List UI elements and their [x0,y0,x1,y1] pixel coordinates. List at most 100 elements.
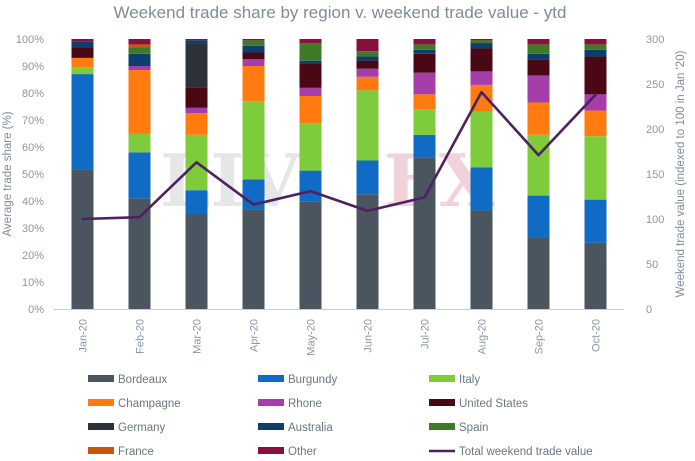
bar-segment-spain-may-20 [299,43,322,61]
bar-segment-burgundy-feb-20 [128,152,151,199]
bar-segment-champagne-aug-20 [470,84,493,112]
legend-swatch-italy [429,375,455,382]
bar-segment-italy-may-20 [299,123,322,171]
bar-segment-other-aug-20 [470,39,493,41]
bar-segment-rhone-apr-20 [242,59,265,66]
bar-segment-other-may-20 [299,39,322,44]
bar-segment-burgundy-mar-20 [185,190,208,215]
bar-segment-germany-mar-20 [185,43,208,88]
bar-segment-bordeaux-oct-20 [584,242,607,309]
right-axis-labels: 0 50 100 150 200 250 300 [646,34,664,316]
bar-segment-champagne-apr-20 [242,66,265,102]
y-tick-label: 30% [22,223,44,235]
bar-segment-bordeaux-apr-20 [242,209,265,309]
bar-segment-united-states-may-20 [299,63,322,88]
bar-segment-australia-sep-20 [527,53,550,60]
y2-axis-title: Weekend trade value (indexed to 100 in J… [675,50,687,297]
legend-swatch-france [88,447,114,454]
bar-segment-australia-feb-20 [128,53,151,66]
x-tick-label: Jun-20 [363,319,375,353]
chart-title: Weekend trade share by region v. weekend… [114,3,567,22]
bar-segment-champagne-mar-20 [185,113,208,135]
legend-swatch-champagne [88,399,114,406]
y2-tick-label: 250 [646,79,664,91]
y2-tick-label: 150 [646,169,664,181]
legend-swatch-spain [429,423,455,430]
legend-label-bordeaux: Bordeaux [118,374,167,386]
bar-segment-bordeaux-mar-20 [185,214,208,309]
bar-segment-champagne-jul-20 [413,94,436,110]
x-axis-labels: Jan-20 Feb-20 Mar-20 Apr-20 May-20 Jun-20 Jul-… [78,319,603,356]
y-tick-label: 80% [22,88,44,100]
bar-segment-champagne-may-20 [299,95,322,124]
legend-label-france: France [118,446,154,458]
y2-tick-label: 100 [646,214,664,226]
bar-segment-italy-jun-20 [356,90,379,161]
bar-segment-united-states-sep-20 [527,59,550,76]
bar-segment-united-states-jun-20 [356,60,379,69]
y-tick-label: 0% [28,304,44,316]
bar-segment-other-jul-20 [413,39,436,45]
y2-tick-label: 300 [646,34,664,46]
x-tick-label: Feb-20 [135,319,147,354]
bar-segment-australia-mar-20 [185,40,208,44]
bar-segment-bordeaux-sep-20 [527,237,550,309]
y-tick-label: 20% [22,250,44,262]
bar-segment-australia-jul-20 [413,49,436,54]
bar-segment-spain-apr-20 [242,40,265,46]
bar-segment-bordeaux-may-20 [299,201,322,309]
bar-segment-rhone-oct-20 [584,94,607,111]
bar-segment-spain-sep-20 [527,44,550,54]
bar-segment-other-oct-20 [584,39,607,45]
bar-segment-burgundy-jun-20 [356,160,379,195]
x-tick-label: Sep-20 [534,319,546,354]
watermark-liv: LIV [160,138,301,223]
bars-layer [71,39,607,309]
y-tick-label: 50% [22,169,44,181]
bar-segment-champagne-jun-20 [356,76,379,91]
bar-segment-rhone-may-20 [299,87,322,96]
bar-segment-burgundy-may-20 [299,170,322,202]
x-tick-label: Apr-20 [249,319,261,352]
bar-segment-australia-jan-20 [71,41,94,48]
bar-segment-bordeaux-jul-20 [413,157,436,309]
y-tick-label: 60% [22,142,44,154]
bar-segment-australia-apr-20 [242,45,265,53]
bar-segment-bordeaux-feb-20 [128,198,151,309]
bar-segment-spain-oct-20 [584,44,607,50]
y-tick-label: 70% [22,115,44,127]
bar-segment-burgundy-oct-20 [584,199,607,243]
bar-segment-rhone-aug-20 [470,71,493,85]
legend-label-spain: Spain [459,422,488,434]
bar-segment-burgundy-aug-20 [470,167,493,211]
bar-segment-rhone-mar-20 [185,107,208,114]
bar-segment-champagne-feb-20 [128,70,151,134]
bar-segment-rhone-jun-20 [356,68,379,77]
bar-segment-united-states-apr-20 [242,52,265,60]
bar-segment-italy-apr-20 [242,101,265,180]
legend-swatch-germany [88,423,114,430]
bar-segment-other-jan-20 [71,39,94,42]
bar-segment-united-states-oct-20 [584,56,607,95]
x-tick-label: Aug-20 [477,319,489,354]
bar-segment-spain-jul-20 [413,44,436,50]
bar-segment-rhone-jul-20 [413,72,436,95]
bar-segment-other-mar-20 [185,39,208,41]
left-axis-labels: 0% 10% 20% 30% 40% 50% 60% 70% 80% 90% 100% [16,34,44,316]
bar-segment-rhone-feb-20 [128,66,151,71]
y2-tick-label: 50 [646,259,658,271]
bar-segment-other-sep-20 [527,39,550,45]
bar-segment-bordeaux-aug-20 [470,210,493,309]
x-tick-label: Jul-20 [420,319,432,349]
bar-segment-spain-feb-20 [128,47,151,54]
legend-swatch-burgundy [258,375,284,382]
bar-segment-burgundy-jul-20 [413,134,436,158]
y-tick-label: 10% [22,277,44,289]
legend-swatch-bordeaux [88,375,114,382]
bar-segment-australia-jun-20 [356,56,379,61]
bar-segment-australia-may-20 [299,60,322,64]
bar-segment-united-states-aug-20 [470,48,493,72]
y-axis-title: Average trade share (%) [2,111,14,236]
legend-label-burgundy: Burgundy [288,374,337,386]
